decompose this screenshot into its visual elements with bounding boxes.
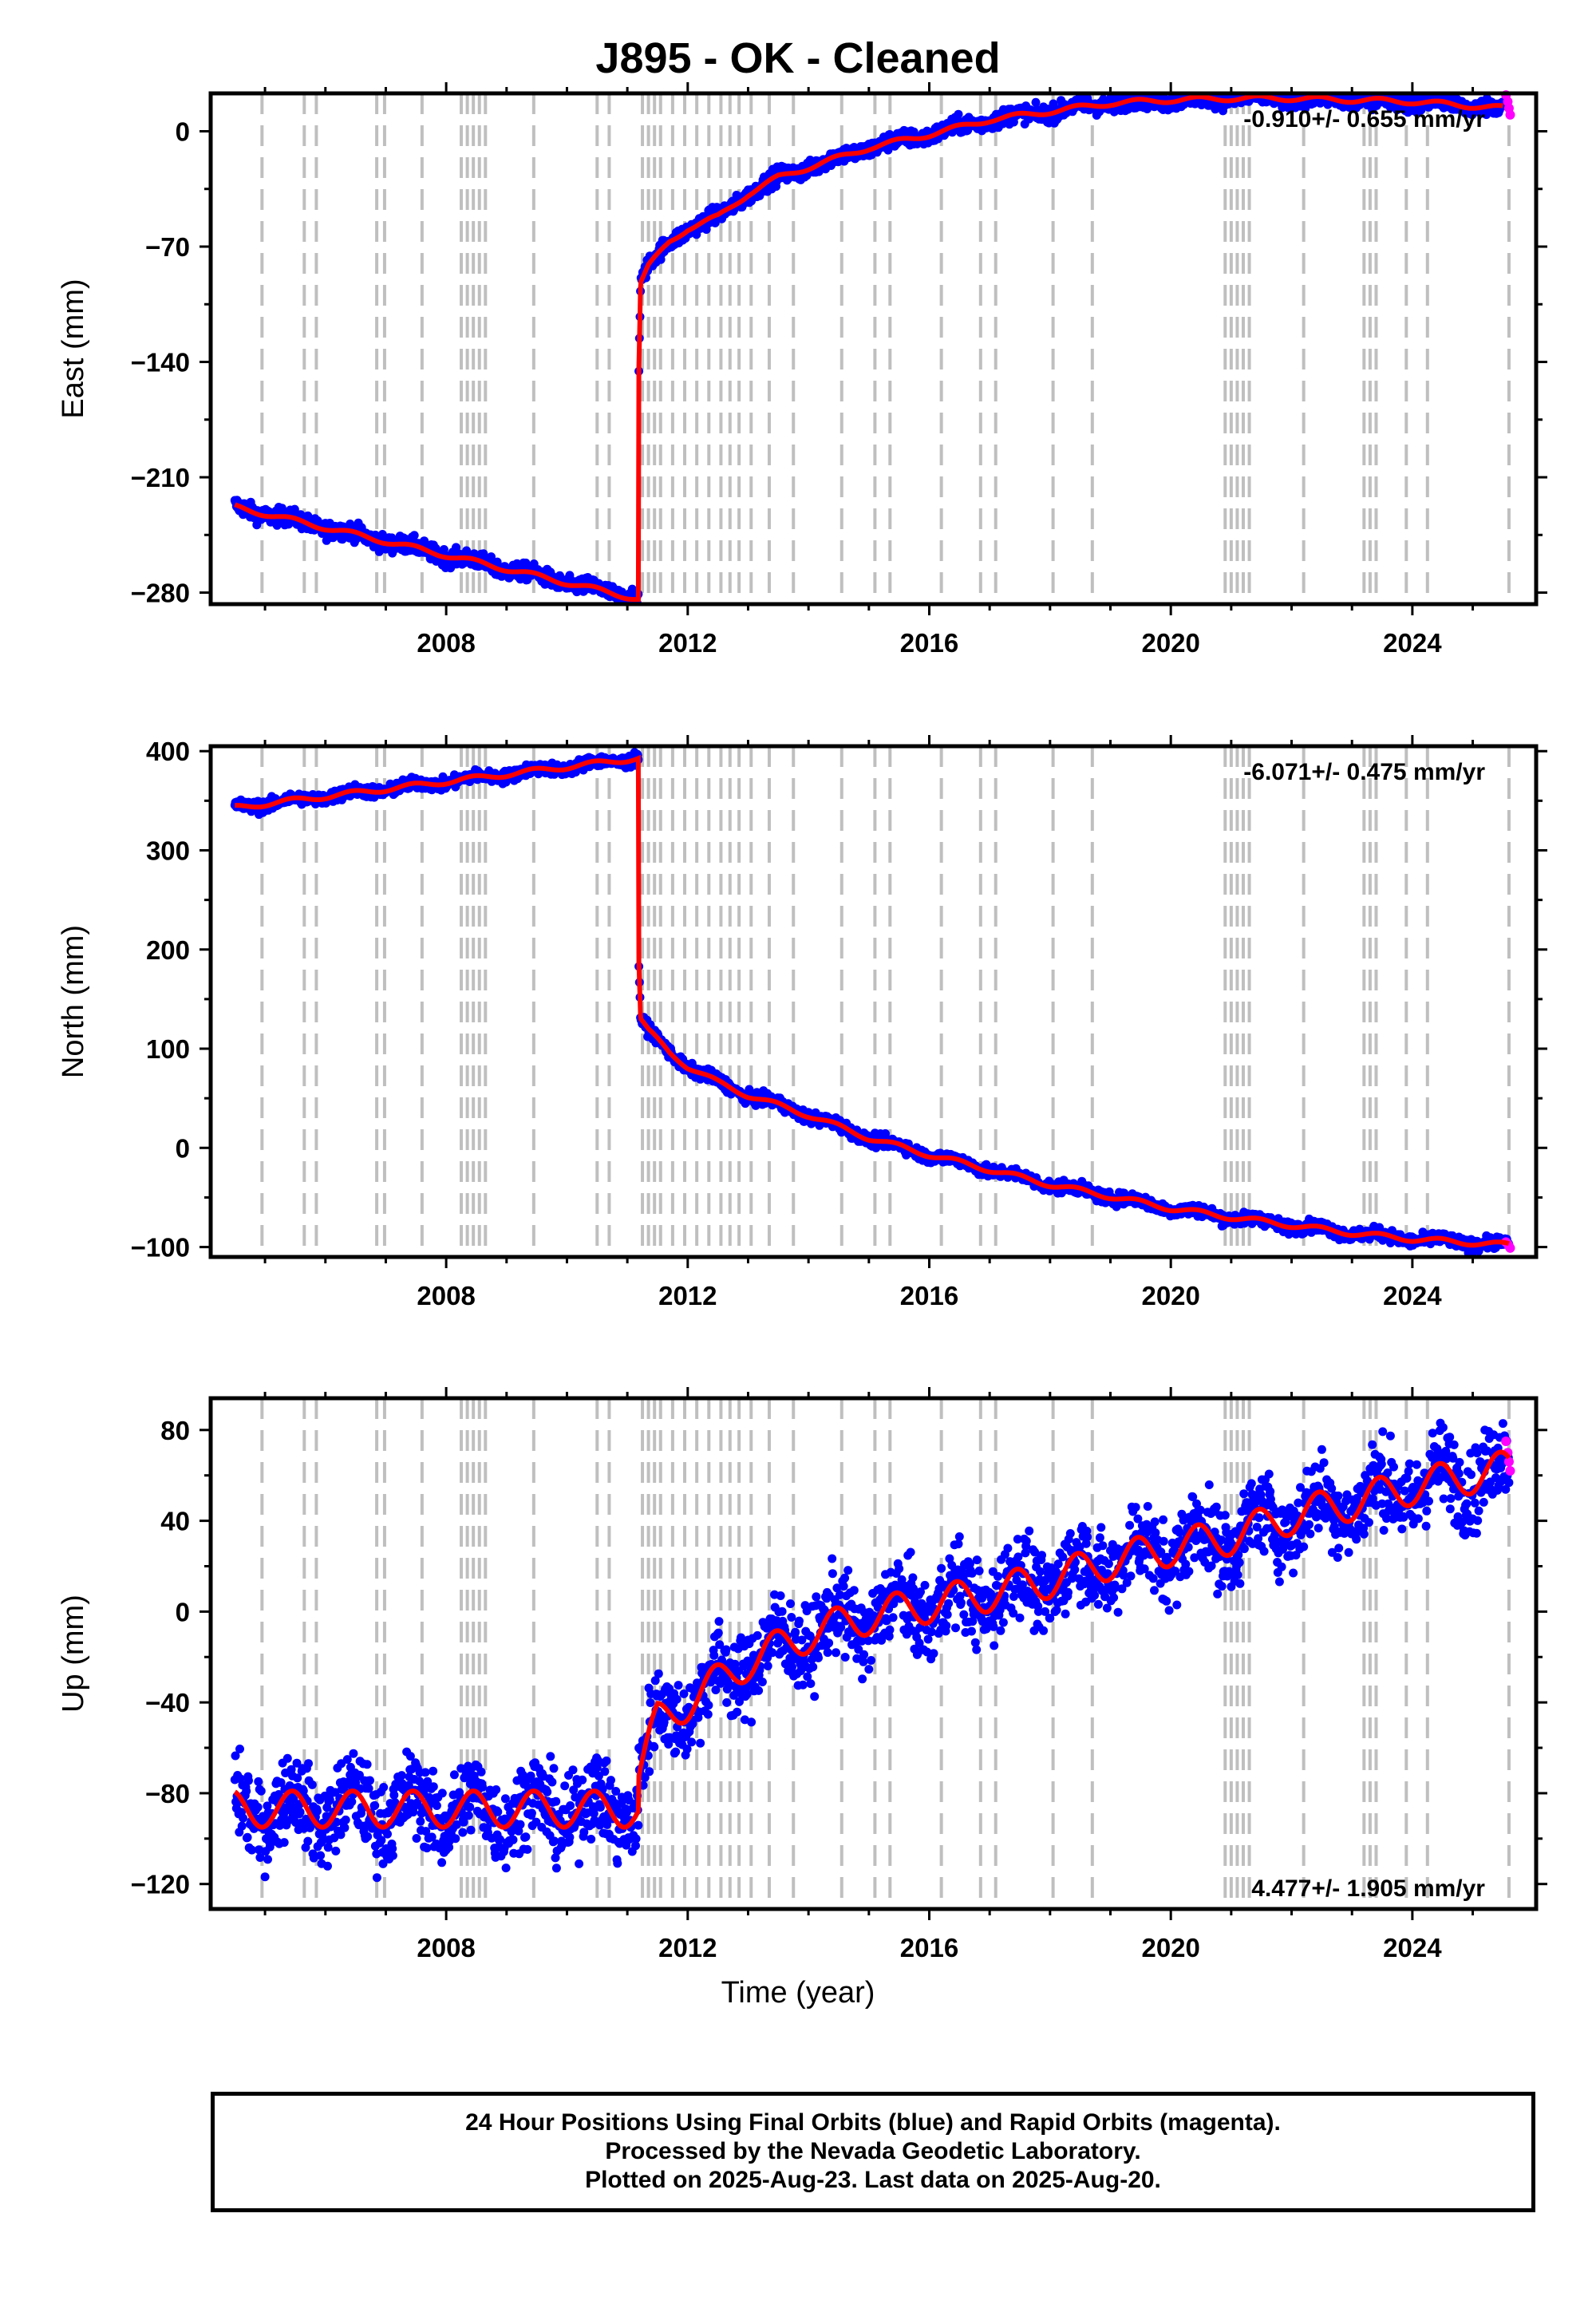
final-orbit-point [242,1786,251,1796]
final-orbit-point [1031,97,1041,107]
final-orbit-point [235,1745,244,1753]
y-tick-label: 200 [146,935,190,965]
chart-title: J895 - OK - Cleaned [595,34,1001,82]
y-axis-title: North (mm) [57,925,90,1078]
x-tick-label: 2020 [1141,1281,1199,1310]
east-panel: 2008 2012 2016 2020 20240−70−140−210−280East… [57,82,1547,658]
y-tick-label: 0 [176,1133,190,1163]
x-tick-label: 2024 [1383,1281,1442,1310]
final-orbit-point [243,1832,252,1842]
final-orbit-point [237,1821,247,1831]
final-orbit-point [253,1803,263,1812]
final-orbit-point [239,1813,248,1823]
equipment-change-lines [260,93,1511,604]
final-orbit-point [487,552,496,562]
final-orbit-point [627,584,637,594]
equipment-change-lines [260,746,1511,1257]
final-orbit-points [230,1418,1514,1883]
rate-label: -6.071+/- 0.475 mm/yr [1243,759,1485,785]
y-tick-label: −100 [131,1233,190,1263]
final-orbit-point [439,545,448,554]
model-fit-line [235,754,1510,1248]
final-orbit-point [954,109,963,119]
x-tick-label: 2012 [658,1281,717,1310]
y-axis: 400 300 200 100 0 −100 [131,737,1547,1263]
y-tick-label: 100 [146,1034,190,1064]
final-orbit-point [254,1777,263,1786]
x-tick-label: 2008 [417,1281,475,1310]
final-orbit-point [277,504,286,513]
y-tick-label: 400 [146,737,190,766]
final-orbit-point [1049,99,1058,109]
final-orbit-point [244,1776,253,1785]
final-orbit-point [409,531,419,540]
y-tick-label: 300 [146,836,190,865]
x-tick-label: 2016 [900,1281,958,1310]
